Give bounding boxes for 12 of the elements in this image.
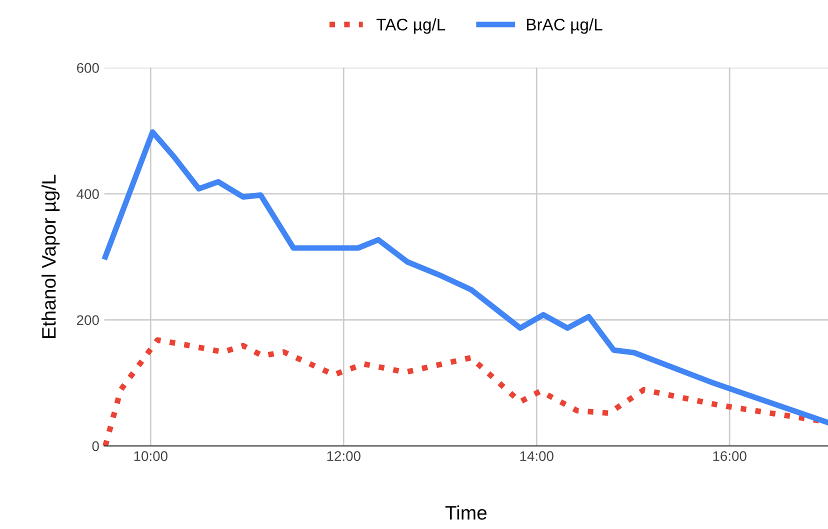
y-axis-title: Ethanol Vapor µg/L bbox=[42, 174, 60, 338]
legend-label: BrAC µg/L bbox=[527, 18, 602, 34]
x-tick-label: 14:00 bbox=[520, 451, 554, 462]
x-axis-title: Time bbox=[445, 505, 487, 520]
legend-label: TAC µg/L bbox=[376, 18, 446, 34]
y-tick-label: 0 bbox=[92, 441, 99, 452]
y-tick-label: 200 bbox=[76, 315, 99, 326]
x-tick-label: 12:00 bbox=[327, 451, 360, 462]
y-tick-label: 400 bbox=[76, 189, 99, 199]
x-tick-label: 10:00 bbox=[134, 451, 168, 462]
y-tick-label: 600 bbox=[77, 63, 99, 73]
x-tick-label: 16:00 bbox=[713, 451, 746, 462]
